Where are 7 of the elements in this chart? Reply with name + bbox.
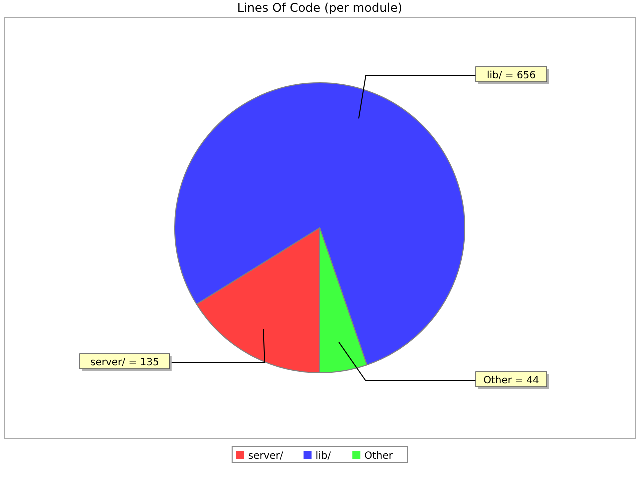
legend-label: server/ (248, 451, 284, 462)
legend-label: lib/ (316, 451, 332, 462)
data-label: server/ = 135 (90, 358, 160, 368)
data-label: Other = 44 (484, 376, 540, 386)
chart-title: Lines Of Code (per module) (237, 1, 403, 15)
legend-label: Other (364, 451, 394, 462)
data-label: lib/ = 656 (486, 70, 536, 82)
